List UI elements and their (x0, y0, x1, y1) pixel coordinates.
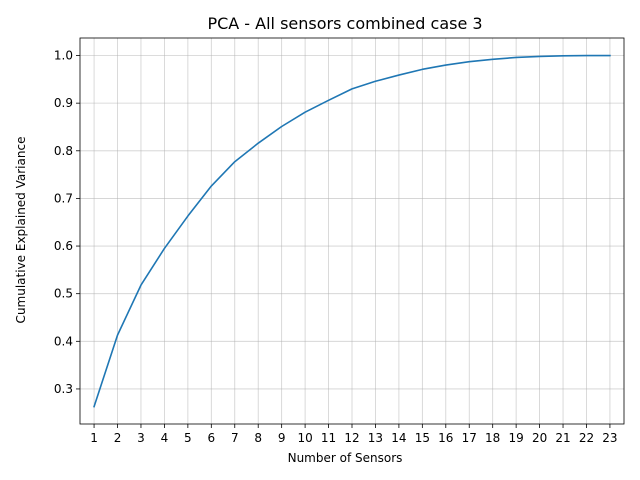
x-tick-label: 18 (485, 431, 500, 445)
y-tick-label: 0.8 (54, 144, 73, 158)
y-tick-label: 0.3 (54, 382, 73, 396)
y-tick-label: 0.9 (54, 96, 73, 110)
x-tick-label: 14 (391, 431, 406, 445)
y-tick-label: 0.7 (54, 191, 73, 205)
x-tick-label: 8 (254, 431, 262, 445)
x-tick-label: 23 (602, 431, 617, 445)
grid-lines (80, 38, 624, 424)
x-tick-label: 11 (321, 431, 336, 445)
y-tick-label: 0.4 (54, 334, 73, 348)
chart-title: PCA - All sensors combined case 3 (207, 14, 482, 33)
x-tick-label: 6 (207, 431, 215, 445)
series-group (93, 54, 611, 408)
x-tick-label: 20 (532, 431, 547, 445)
x-tick-label: 17 (462, 431, 477, 445)
x-tick-label: 2 (114, 431, 122, 445)
x-tick-label: 1 (90, 431, 98, 445)
x-tick-label: 19 (508, 431, 523, 445)
y-tick-label: 0.6 (54, 239, 73, 253)
y-tick-label: 1.0 (54, 49, 73, 63)
y-axis: 0.3 0.4 0.5 0.6 0.7 0.8 0.9 1.0 (54, 49, 80, 396)
x-tick-label: 5 (184, 431, 192, 445)
x-tick-label: 7 (231, 431, 239, 445)
x-axis-label: Number of Sensors (288, 451, 403, 465)
x-tick-label: 3 (137, 431, 145, 445)
y-tick-label: 0.5 (54, 287, 73, 301)
x-tick-label: 22 (579, 431, 594, 445)
x-axis: 1 2 3 4 5 6 7 8 9 10 11 12 13 14 15 16 17 18 19 20 21 22 23 (90, 424, 618, 445)
x-tick-label: 15 (415, 431, 430, 445)
x-tick-label: 16 (438, 431, 453, 445)
y-axis-label: Cumulative Explained Variance (14, 137, 28, 324)
x-tick-label: 13 (368, 431, 383, 445)
x-tick-label: 12 (344, 431, 359, 445)
x-tick-label: 9 (278, 431, 286, 445)
series-line-cumulative-variance (93, 54, 611, 408)
x-tick-label: 10 (297, 431, 312, 445)
x-tick-label: 21 (555, 431, 570, 445)
x-tick-label: 4 (161, 431, 169, 445)
